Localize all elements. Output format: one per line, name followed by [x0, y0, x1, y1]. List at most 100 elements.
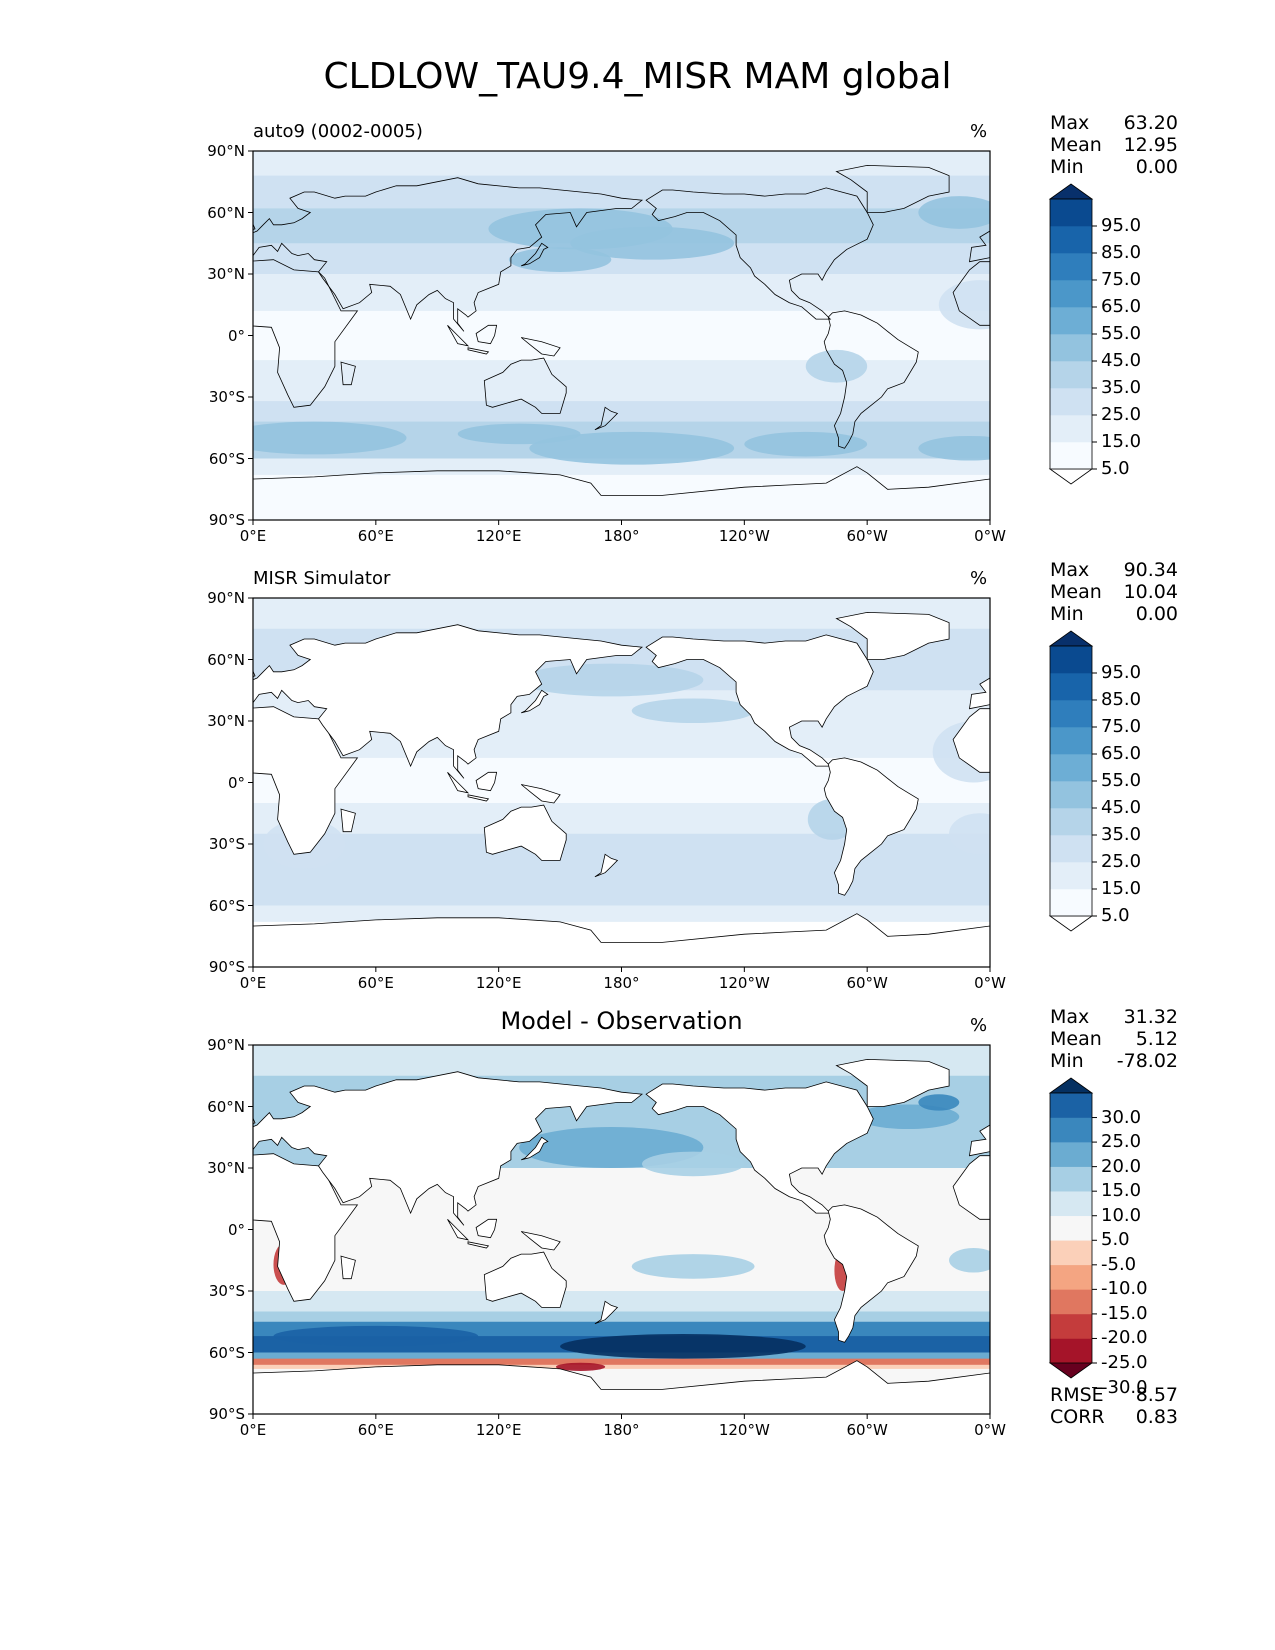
contour-band	[253, 360, 990, 402]
y-tick-label: 30°N	[207, 712, 245, 730]
contour-blob	[560, 1334, 806, 1359]
colorbar-segment	[1050, 1142, 1092, 1167]
map-plot	[248, 150, 991, 525]
coastline	[823, 757, 919, 896]
coastline	[467, 794, 490, 802]
coastline	[594, 1300, 619, 1325]
coastline	[521, 242, 549, 267]
colorbar-tick-label: 85.0	[1101, 689, 1142, 710]
coastline	[835, 611, 950, 660]
stat-label: Min	[1050, 156, 1084, 178]
y-tick-label: 30°N	[207, 265, 245, 283]
colorbar-segment	[1050, 1240, 1092, 1266]
contour-blob	[918, 196, 990, 229]
stat-label: Max	[1050, 559, 1090, 581]
contour-blob	[918, 1094, 960, 1111]
colorbar-segment	[1050, 727, 1092, 755]
colorbar-segment	[1050, 415, 1092, 443]
colorbar-segment	[1050, 673, 1092, 701]
colorbar-segment	[1050, 646, 1092, 674]
metric-label: CORR	[1050, 1406, 1105, 1428]
stat-row-max: Max 63.20	[1050, 112, 1178, 134]
x-tick-label: 120°W	[718, 974, 770, 992]
coastline	[253, 624, 644, 779]
y-tick-label: 30°S	[208, 388, 245, 406]
colorbar-min-extend	[1048, 468, 1094, 485]
colorbar-tick-label: 45.0	[1101, 797, 1142, 818]
coastline	[253, 259, 359, 408]
colorbar-segment	[1050, 253, 1092, 281]
contour-blob	[508, 247, 612, 272]
y-tick-label: 60°N	[207, 1097, 245, 1116]
stat-row-max: Max 90.34	[1050, 559, 1178, 581]
contour-band	[253, 175, 990, 209]
colorbar-tick-label: 95.0	[1101, 215, 1142, 236]
colorbar-tick-label: 35.0	[1101, 824, 1142, 845]
stat-value: 90.34	[1123, 559, 1178, 581]
coastline	[253, 913, 990, 967]
coastline	[253, 177, 644, 332]
stat-row-min: Min -78.02	[1050, 1050, 1178, 1072]
coastline	[447, 772, 470, 794]
x-tick-label: 0°W	[974, 527, 1006, 545]
stat-label: Mean	[1050, 134, 1102, 156]
stat-row-min: Min 0.00	[1050, 156, 1178, 178]
colorbar	[1048, 1077, 1097, 1389]
field-layer	[253, 151, 990, 520]
colorbar-tick-label: 95.0	[1101, 662, 1142, 683]
colorbar-tick-label: 15.0	[1101, 1180, 1142, 1202]
contour-blob	[570, 226, 735, 260]
y-tick-label: 0°	[227, 773, 245, 792]
colorbar-segment	[1050, 280, 1092, 308]
contour-band	[253, 474, 990, 520]
colorbar-segment	[1050, 1338, 1092, 1364]
metric-value: 0.83	[1135, 1406, 1178, 1428]
coastline	[483, 1251, 567, 1308]
colorbar-segment	[1050, 889, 1092, 917]
colorbar-tick-label: -25.0	[1101, 1352, 1148, 1373]
panel-title: Model - Observation	[500, 1007, 743, 1035]
colorbar-segment	[1050, 1191, 1092, 1217]
field-layer	[253, 598, 990, 967]
contour-blob	[918, 435, 990, 461]
contour-band	[253, 905, 990, 923]
stat-label: Mean	[1050, 1028, 1102, 1050]
x-tick-label: 120°W	[718, 527, 770, 545]
colorbar-segment	[1050, 781, 1092, 809]
colorbar-tick-label: 20.0	[1101, 1155, 1142, 1177]
coastline	[253, 1153, 359, 1302]
coastline	[253, 466, 990, 520]
y-tick-label: 90°N	[207, 142, 245, 160]
colorbar-segment	[1050, 1264, 1092, 1290]
colorbar-segment	[1050, 199, 1092, 227]
colorbar-tick-label: 85.0	[1101, 242, 1142, 263]
y-tick-label: 60°S	[208, 449, 245, 468]
colorbar-tick-label: 75.0	[1101, 716, 1142, 737]
coastline	[253, 706, 359, 855]
coastline	[823, 310, 919, 449]
coastline	[253, 1360, 990, 1414]
x-tick-label: 60°E	[357, 1421, 394, 1439]
coastline	[952, 1155, 990, 1220]
coastline	[521, 689, 549, 714]
contour-band	[253, 401, 990, 423]
panel-3: Model - Observation% Max 31.32 Mean 5.12 Min -…	[0, 1006, 1275, 1477]
colorbar-tick-label: -5.0	[1101, 1253, 1137, 1275]
coastline	[645, 634, 874, 767]
colorbar-tick-label: 10.0	[1101, 1204, 1142, 1226]
map-plot	[248, 1044, 991, 1419]
y-tick-label: 30°S	[208, 1282, 245, 1300]
colorbar	[1048, 630, 1097, 932]
colorbar-segment	[1050, 226, 1092, 254]
y-tick-label: 0°	[227, 326, 245, 345]
colorbar-tick-label: 25.0	[1101, 1131, 1142, 1153]
x-tick-label: 0°E	[239, 974, 267, 992]
stats-box: Max 31.32 Mean 5.12 Min -78.02	[1050, 1006, 1178, 1072]
colorbar-tick-label: 35.0	[1101, 377, 1142, 398]
x-tick-label: 60°W	[846, 1421, 888, 1439]
y-tick-label: 90°N	[207, 1036, 245, 1054]
panel-2: MISR Simulator% Max 90.34 Mean 10.04 Min 0.00 0…	[0, 559, 1275, 1030]
x-tick-label: 120°E	[475, 974, 522, 992]
stats-box: Max 63.20 Mean 12.95 Min 0.00	[1050, 112, 1178, 178]
metric-value: 8.57	[1135, 1384, 1178, 1406]
